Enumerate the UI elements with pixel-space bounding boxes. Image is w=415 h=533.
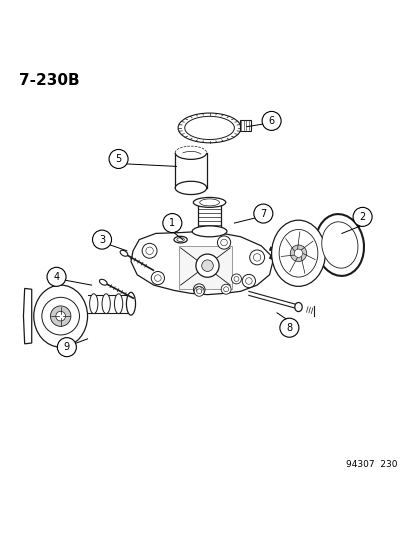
Polygon shape bbox=[23, 288, 32, 344]
Circle shape bbox=[93, 230, 112, 249]
Circle shape bbox=[142, 244, 157, 258]
Ellipse shape bbox=[192, 226, 227, 237]
Text: 9: 9 bbox=[64, 342, 70, 352]
Circle shape bbox=[224, 287, 229, 292]
Circle shape bbox=[109, 149, 128, 168]
Text: 7: 7 bbox=[260, 208, 266, 219]
Circle shape bbox=[221, 239, 227, 246]
Circle shape bbox=[42, 297, 80, 335]
Polygon shape bbox=[88, 295, 131, 313]
Ellipse shape bbox=[295, 303, 302, 312]
Circle shape bbox=[196, 254, 219, 277]
Ellipse shape bbox=[316, 214, 364, 276]
Circle shape bbox=[353, 207, 372, 227]
Circle shape bbox=[194, 286, 204, 296]
Circle shape bbox=[193, 284, 205, 295]
Ellipse shape bbox=[322, 222, 358, 268]
FancyBboxPatch shape bbox=[240, 120, 251, 131]
Ellipse shape bbox=[174, 236, 187, 243]
Circle shape bbox=[290, 245, 307, 262]
Ellipse shape bbox=[115, 294, 123, 313]
Text: 6: 6 bbox=[269, 116, 275, 126]
Ellipse shape bbox=[175, 181, 207, 195]
Polygon shape bbox=[198, 203, 221, 231]
Circle shape bbox=[56, 311, 66, 321]
Ellipse shape bbox=[90, 294, 98, 313]
Circle shape bbox=[280, 318, 299, 337]
Text: 1: 1 bbox=[169, 218, 176, 228]
Circle shape bbox=[234, 277, 239, 281]
Text: 2: 2 bbox=[359, 212, 366, 222]
Ellipse shape bbox=[177, 238, 184, 241]
Ellipse shape bbox=[271, 220, 325, 286]
Circle shape bbox=[196, 287, 202, 293]
Circle shape bbox=[202, 260, 213, 271]
Circle shape bbox=[146, 247, 153, 254]
Circle shape bbox=[51, 306, 71, 326]
Polygon shape bbox=[178, 246, 232, 289]
Polygon shape bbox=[131, 231, 273, 295]
Text: 3: 3 bbox=[99, 235, 105, 245]
Circle shape bbox=[154, 275, 161, 281]
Circle shape bbox=[47, 268, 66, 286]
Ellipse shape bbox=[127, 293, 136, 315]
Text: 7-230B: 7-230B bbox=[20, 73, 80, 88]
Text: 4: 4 bbox=[54, 272, 60, 282]
Circle shape bbox=[250, 250, 265, 265]
Circle shape bbox=[232, 274, 242, 284]
Circle shape bbox=[197, 289, 202, 294]
Ellipse shape bbox=[279, 229, 318, 277]
Ellipse shape bbox=[200, 199, 220, 206]
Circle shape bbox=[294, 249, 303, 257]
Ellipse shape bbox=[34, 285, 88, 347]
Text: 5: 5 bbox=[115, 154, 122, 164]
Text: 94307  230: 94307 230 bbox=[346, 460, 398, 469]
Ellipse shape bbox=[102, 294, 110, 313]
Circle shape bbox=[262, 111, 281, 131]
Circle shape bbox=[163, 214, 182, 232]
Circle shape bbox=[254, 204, 273, 223]
Circle shape bbox=[254, 254, 261, 261]
Polygon shape bbox=[175, 153, 207, 188]
Ellipse shape bbox=[175, 146, 207, 159]
Circle shape bbox=[246, 278, 252, 284]
Circle shape bbox=[151, 271, 164, 285]
Ellipse shape bbox=[193, 197, 226, 207]
Circle shape bbox=[242, 274, 256, 288]
Circle shape bbox=[221, 284, 231, 294]
Circle shape bbox=[57, 337, 76, 357]
Ellipse shape bbox=[100, 279, 107, 285]
Ellipse shape bbox=[120, 251, 128, 256]
Circle shape bbox=[217, 236, 231, 249]
Text: 8: 8 bbox=[286, 322, 293, 333]
